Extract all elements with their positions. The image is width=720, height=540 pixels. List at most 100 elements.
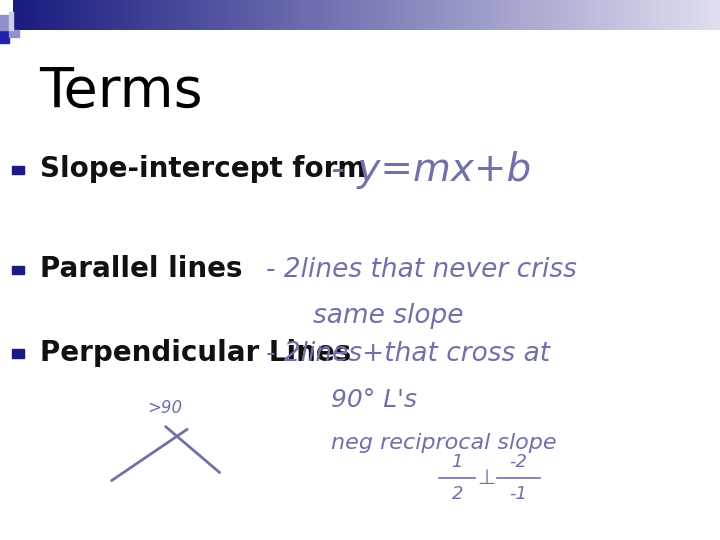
Bar	[652, 0, 654, 30]
Text: 90° L's: 90° L's	[331, 388, 417, 411]
Bar	[117, 0, 119, 30]
Bar	[524, 0, 527, 30]
Bar	[352, 0, 355, 30]
Bar	[449, 0, 451, 30]
Bar	[76, 0, 79, 30]
Bar	[616, 0, 618, 30]
Bar	[270, 0, 272, 30]
Text: Perpendicular Lines: Perpendicular Lines	[40, 339, 351, 367]
Bar	[174, 0, 176, 30]
Text: Parallel lines: Parallel lines	[40, 255, 242, 283]
Bar	[654, 0, 657, 30]
Bar	[392, 0, 395, 30]
Bar	[291, 0, 294, 30]
Bar	[50, 0, 53, 30]
Bar	[369, 0, 372, 30]
Bar	[274, 0, 277, 30]
Bar	[336, 0, 338, 30]
Bar	[463, 0, 465, 30]
Bar	[477, 0, 480, 30]
Bar	[649, 0, 652, 30]
Bar	[557, 0, 559, 30]
Bar	[711, 0, 713, 30]
Text: -2: -2	[510, 453, 527, 471]
Bar	[385, 0, 387, 30]
Bar	[680, 0, 683, 30]
Bar	[326, 0, 329, 30]
Bar	[310, 0, 312, 30]
Bar	[685, 0, 687, 30]
Bar	[237, 0, 239, 30]
Bar	[63, 0, 65, 30]
Bar	[461, 0, 463, 30]
Bar	[607, 0, 609, 30]
Bar	[105, 0, 107, 30]
Bar	[27, 0, 30, 30]
Bar	[413, 0, 416, 30]
Bar	[647, 0, 649, 30]
Bar	[470, 0, 472, 30]
Bar	[692, 0, 694, 30]
Bar	[418, 0, 420, 30]
Bar	[590, 0, 593, 30]
Bar	[128, 0, 131, 30]
Bar	[202, 0, 204, 30]
Bar	[294, 0, 296, 30]
Bar	[378, 0, 381, 30]
Bar	[148, 0, 150, 30]
Bar	[602, 0, 605, 30]
Text: - 2lines that never criss: - 2lines that never criss	[266, 257, 577, 283]
Bar	[143, 0, 145, 30]
Bar	[72, 0, 74, 30]
Bar	[46, 0, 48, 30]
Bar	[520, 0, 522, 30]
Bar	[150, 0, 152, 30]
Bar	[614, 0, 616, 30]
Bar	[395, 0, 397, 30]
Bar	[119, 0, 122, 30]
Bar	[708, 0, 711, 30]
Bar	[402, 0, 404, 30]
Bar	[555, 0, 557, 30]
Bar	[485, 0, 487, 30]
Bar	[338, 0, 341, 30]
Bar	[416, 0, 418, 30]
Bar	[303, 0, 305, 30]
Bar	[454, 0, 456, 30]
Bar	[84, 0, 86, 30]
Bar	[109, 0, 112, 30]
Bar	[618, 0, 621, 30]
Bar	[583, 0, 585, 30]
Bar	[222, 0, 225, 30]
Bar	[98, 0, 100, 30]
Bar	[635, 0, 637, 30]
Bar	[58, 0, 60, 30]
Text: - y=mx+b: - y=mx+b	[331, 151, 531, 189]
Bar	[595, 0, 598, 30]
Bar	[333, 0, 336, 30]
Bar	[505, 0, 508, 30]
Bar	[420, 0, 423, 30]
Bar	[9, 30, 19, 37]
Bar	[261, 0, 263, 30]
Bar	[605, 0, 607, 30]
Bar	[24, 0, 27, 30]
Bar	[576, 0, 579, 30]
Bar	[703, 0, 706, 30]
Bar	[30, 0, 32, 30]
Bar	[611, 0, 614, 30]
Bar	[199, 0, 202, 30]
Bar	[242, 0, 244, 30]
Bar	[216, 0, 218, 30]
Bar	[487, 0, 489, 30]
Bar	[187, 0, 190, 30]
Bar	[180, 0, 183, 30]
Bar	[277, 0, 279, 30]
Bar	[305, 0, 307, 30]
Bar	[131, 0, 133, 30]
Bar	[13, 0, 15, 30]
Bar	[298, 0, 300, 30]
Bar	[446, 0, 449, 30]
Bar	[74, 0, 76, 30]
Bar	[324, 0, 326, 30]
